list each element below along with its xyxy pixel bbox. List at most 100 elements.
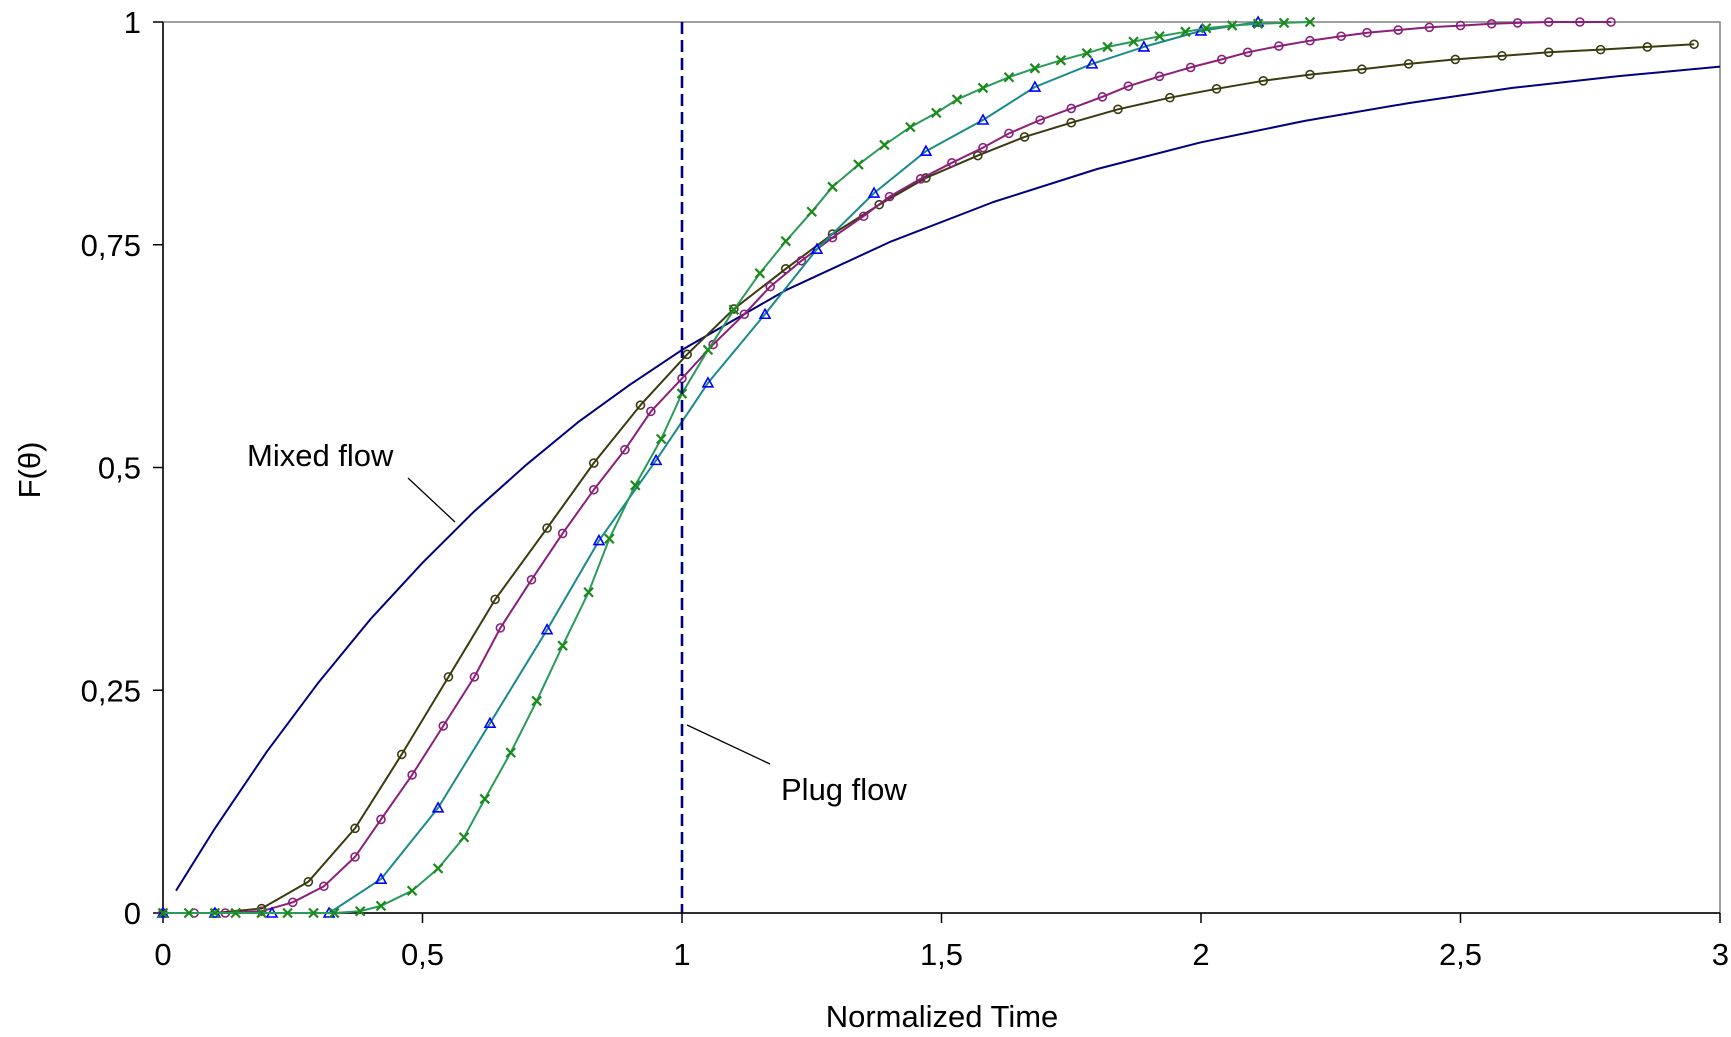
data-point <box>765 281 776 292</box>
data-point <box>1216 54 1227 65</box>
x-tick-label: 0 <box>154 937 171 972</box>
data-point <box>230 907 241 919</box>
x-tick-label: 3 <box>1712 937 1729 972</box>
x-tick-label: 2,5 <box>1439 937 1482 972</box>
series-3-line <box>163 21 1611 914</box>
data-point <box>1055 55 1067 66</box>
data-point <box>1258 76 1269 86</box>
data-point <box>758 307 772 320</box>
data-point <box>1393 25 1404 35</box>
data-point <box>490 594 500 605</box>
data-point <box>431 801 445 813</box>
data-point <box>287 897 298 908</box>
data-point <box>1606 17 1616 27</box>
data-point <box>1123 81 1134 91</box>
data-point <box>620 444 630 455</box>
data-point <box>256 906 267 917</box>
data-point <box>1028 80 1042 92</box>
data-point <box>951 94 963 105</box>
data-point <box>874 199 885 210</box>
data-point <box>810 242 824 255</box>
data-point <box>1113 104 1123 115</box>
data-point <box>604 533 615 545</box>
data-point <box>915 174 926 184</box>
x-axis: 0 0,5 1 1,5 2 2,5 3 <box>154 913 1729 972</box>
data-point <box>858 211 869 222</box>
data-point <box>1450 54 1461 65</box>
series-5 <box>157 16 1316 919</box>
data-point <box>542 523 552 533</box>
data-point <box>1336 31 1346 42</box>
data-point <box>630 480 641 491</box>
data-point <box>780 235 792 247</box>
data-point <box>483 716 497 729</box>
x-tick-label: 0,5 <box>401 937 444 972</box>
data-point <box>1455 20 1466 31</box>
data-point <box>526 574 537 585</box>
data-point <box>592 533 606 546</box>
data-point <box>1097 92 1108 102</box>
data-point <box>796 255 807 266</box>
data-point <box>931 107 942 119</box>
data-point <box>557 640 568 651</box>
data-point <box>328 907 340 919</box>
x-tick-label: 1,5 <box>920 937 963 972</box>
data-point <box>282 907 293 919</box>
data-point <box>1486 18 1497 29</box>
data-point <box>432 863 444 874</box>
series-4 <box>156 15 1265 918</box>
data-point <box>350 823 360 834</box>
data-point <box>479 793 491 805</box>
y-axis: 0 0,25 0,5 0,75 1 <box>81 5 163 931</box>
x-tick-label: 1 <box>673 937 690 972</box>
data-point <box>354 905 366 917</box>
data-point <box>588 484 599 495</box>
data-point <box>469 672 480 682</box>
data-point <box>1102 41 1113 53</box>
data-point <box>728 304 740 316</box>
annotation-mixed-flow: Mixed flow <box>247 438 394 473</box>
data-point <box>884 191 895 202</box>
data-point <box>1543 17 1554 27</box>
data-point <box>531 695 542 707</box>
data-point <box>209 907 221 919</box>
data-point <box>649 453 663 466</box>
data-point <box>1154 30 1165 42</box>
data-point <box>583 586 594 598</box>
data-point <box>754 267 766 279</box>
data-point <box>406 885 418 897</box>
data-point <box>319 881 329 892</box>
data-point <box>701 376 715 388</box>
data-point <box>1004 128 1014 139</box>
data-point <box>1003 71 1015 83</box>
data-point <box>978 142 988 153</box>
data-point <box>438 721 449 731</box>
data-point <box>1019 132 1030 142</box>
data-point <box>1128 36 1139 47</box>
data-point <box>396 749 407 760</box>
data-point <box>806 206 818 218</box>
data-point <box>376 814 386 825</box>
data-point <box>1305 69 1315 80</box>
y-tick-label: 0 <box>124 896 141 931</box>
data-point <box>303 877 314 887</box>
data-point <box>1274 41 1284 51</box>
data-point <box>1595 44 1606 55</box>
data-point <box>1304 16 1316 28</box>
series-4-line <box>163 21 1259 914</box>
annotation-plug-flow: Plug flow <box>781 772 907 807</box>
data-point <box>867 186 881 198</box>
data-point <box>1278 17 1290 29</box>
data-point <box>977 82 989 94</box>
x-tick-label: 2 <box>1192 937 1209 972</box>
data-point <box>1035 115 1045 125</box>
data-point <box>879 139 890 151</box>
y-tick-label: 1 <box>124 5 141 40</box>
data-point <box>1066 103 1077 114</box>
data-point <box>905 121 916 133</box>
data-point <box>853 159 864 170</box>
data-point <box>1029 63 1041 74</box>
y-tick-label: 0,5 <box>98 451 141 486</box>
plot-area-frame <box>162 21 1721 914</box>
